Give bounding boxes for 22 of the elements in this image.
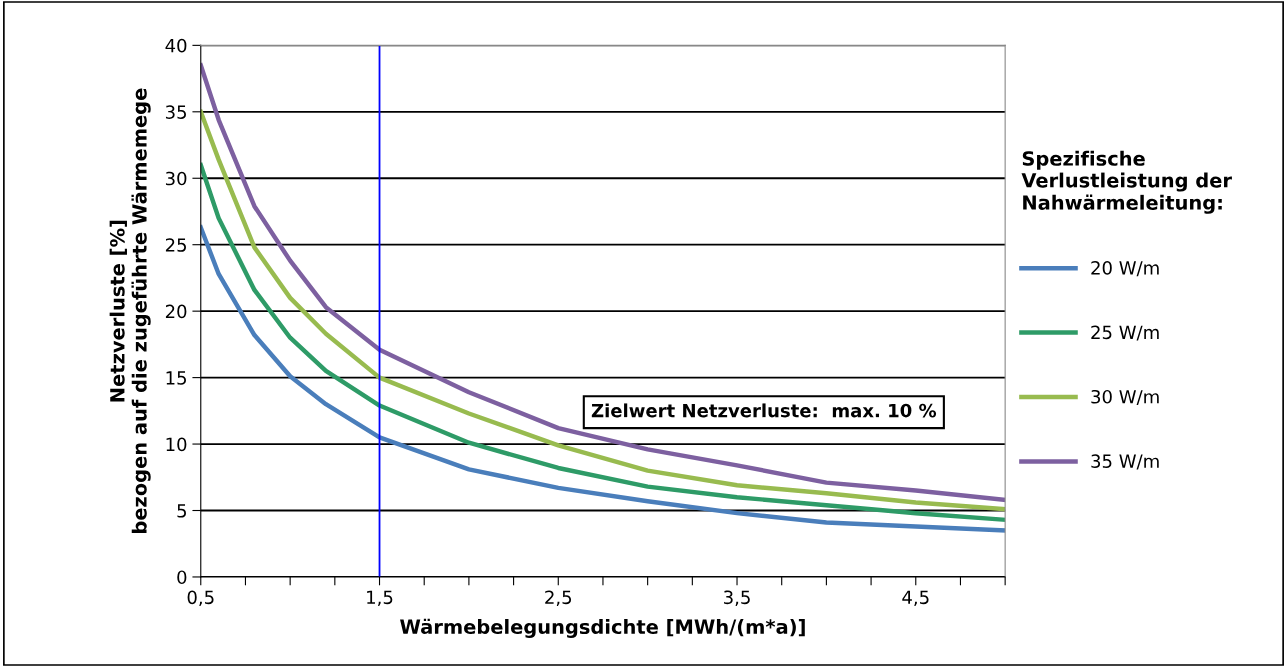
y-tick-label: 15 bbox=[166, 371, 186, 385]
x-tick-label: 3,5 bbox=[724, 590, 750, 606]
legend-label: 30 W/m bbox=[1091, 389, 1159, 405]
x-axis-title: Wärmebelegungsdichte [MWh/(m*a)] bbox=[400, 618, 805, 638]
y-tick-label: 20 bbox=[165, 304, 187, 319]
y-tick-label: 10 bbox=[166, 437, 187, 452]
y-tick-label: 0 bbox=[177, 570, 187, 585]
x-tick-label: 4,5 bbox=[902, 590, 929, 606]
legend-label: 25 W/m bbox=[1091, 325, 1159, 341]
y-tick-label: 35 bbox=[165, 105, 186, 119]
x-tick-label: 2,5 bbox=[545, 590, 572, 606]
legend-label: 35 W/m bbox=[1091, 454, 1159, 470]
y-tick-label: 25 bbox=[165, 238, 186, 252]
legend-title: Spezifische Verlustleistung der Nahwärmeleitung: bbox=[1021, 150, 1232, 214]
y-tick-label: 40 bbox=[165, 38, 187, 53]
y-tick-label: 30 bbox=[165, 171, 187, 186]
x-tick-label: 1,5 bbox=[367, 590, 393, 606]
annotation: Zielwert Netzverluste: max. 10 % bbox=[591, 403, 937, 418]
x-tick-label: 0,5 bbox=[187, 590, 214, 606]
y-tick-label: 5 bbox=[177, 504, 186, 518]
y-axis-title: Netzverluste [%] bezogen auf die zugeführte Wärmemege bbox=[109, 88, 151, 533]
legend-label: 20 W/m bbox=[1091, 261, 1159, 277]
